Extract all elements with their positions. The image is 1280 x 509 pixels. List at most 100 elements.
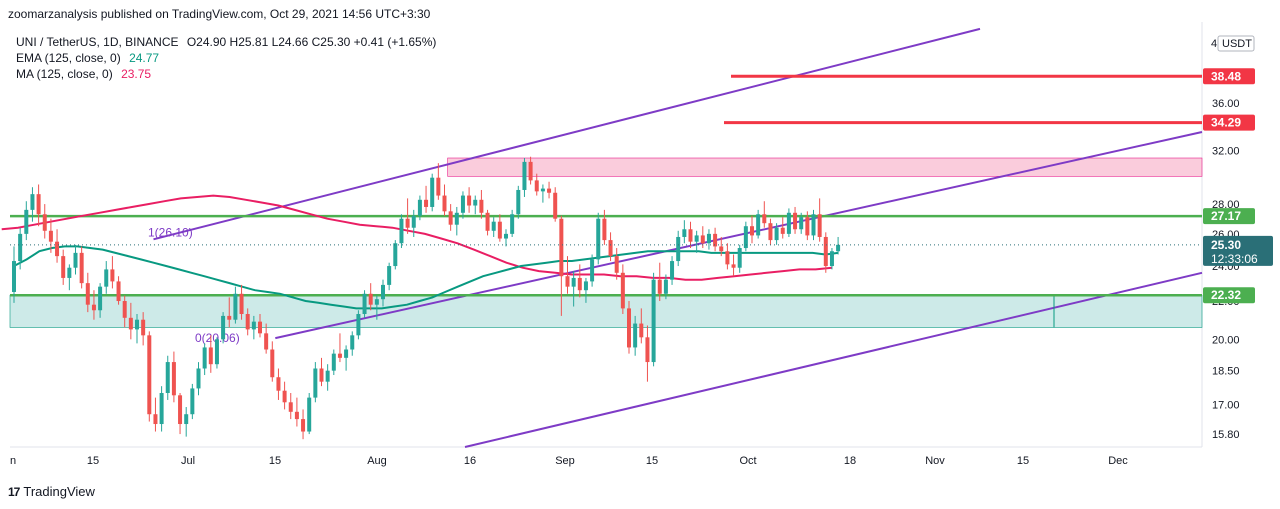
demand-zone[interactable] — [9, 294, 1203, 328]
candle[interactable] — [627, 308, 631, 348]
candle[interactable] — [85, 283, 90, 305]
candle[interactable] — [836, 244, 841, 252]
candle[interactable] — [153, 414, 158, 425]
candle[interactable] — [356, 314, 361, 336]
candle[interactable] — [750, 226, 754, 236]
candle[interactable] — [24, 209, 29, 234]
candle[interactable] — [239, 293, 244, 315]
candle[interactable] — [786, 212, 791, 234]
candle[interactable] — [799, 217, 804, 230]
brand-name[interactable]: TradingView — [23, 484, 95, 499]
candle[interactable] — [756, 214, 761, 236]
candle[interactable] — [12, 261, 16, 292]
candle[interactable] — [184, 414, 189, 425]
candle[interactable] — [319, 368, 324, 382]
candle[interactable] — [196, 368, 201, 389]
candle[interactable] — [221, 315, 226, 340]
candle[interactable] — [331, 353, 336, 371]
candle[interactable] — [719, 246, 724, 252]
candle[interactable] — [42, 214, 47, 231]
candle[interactable] — [55, 241, 60, 257]
candle[interactable] — [344, 349, 349, 358]
candle[interactable] — [448, 211, 453, 225]
candle[interactable] — [362, 293, 367, 315]
candle[interactable] — [540, 188, 545, 192]
candle[interactable] — [79, 252, 84, 284]
candle[interactable] — [387, 266, 392, 285]
candle[interactable] — [793, 212, 798, 230]
candle[interactable] — [165, 362, 170, 393]
candle[interactable] — [608, 240, 613, 257]
candle[interactable] — [227, 315, 232, 320]
ema-line[interactable] — [13, 245, 839, 310]
candle[interactable] — [614, 256, 619, 273]
last-price-tag[interactable] — [1203, 235, 1273, 266]
candle[interactable] — [547, 188, 552, 193]
candle[interactable] — [743, 226, 748, 249]
candle[interactable] — [325, 370, 330, 382]
candle[interactable] — [116, 281, 121, 302]
candle[interactable] — [270, 349, 275, 378]
candle[interactable] — [128, 317, 133, 330]
ma-row[interactable]: MA (125, close, 0) 23.75 — [16, 66, 436, 82]
candle[interactable] — [473, 199, 478, 206]
price-tag-38.48[interactable] — [1203, 68, 1255, 85]
candle[interactable] — [454, 212, 459, 225]
candle[interactable] — [682, 229, 687, 237]
candle[interactable] — [811, 214, 816, 236]
candle[interactable] — [202, 347, 207, 369]
candle[interactable] — [645, 337, 650, 363]
candle[interactable] — [301, 419, 306, 432]
candle[interactable] — [491, 221, 496, 231]
channel-lower-line[interactable] — [464, 271, 1203, 448]
candle[interactable] — [700, 235, 705, 244]
candle[interactable] — [528, 161, 533, 181]
candle[interactable] — [307, 397, 312, 432]
candle[interactable] — [731, 264, 736, 268]
price-tag-22.32[interactable] — [1203, 287, 1255, 304]
candle[interactable] — [762, 214, 767, 224]
candle[interactable] — [559, 218, 564, 277]
candle[interactable] — [110, 269, 115, 282]
candle[interactable] — [381, 284, 385, 300]
candle[interactable] — [774, 227, 779, 241]
candle[interactable] — [663, 279, 668, 294]
candle[interactable] — [768, 223, 773, 241]
price-tag-27.17[interactable] — [1203, 208, 1255, 225]
candle[interactable] — [639, 323, 644, 338]
symbol-label[interactable]: UNI / TetherUS, 1D, BINANCE — [16, 35, 179, 49]
candle[interactable] — [399, 218, 404, 244]
candle[interactable] — [258, 321, 262, 334]
candle[interactable] — [159, 392, 164, 425]
candle[interactable] — [713, 233, 718, 247]
ema-row[interactable]: EMA (125, close, 0) 24.77 — [16, 50, 436, 66]
candle[interactable] — [424, 199, 429, 207]
candle[interactable] — [98, 286, 103, 311]
candle[interactable] — [73, 252, 78, 268]
candle[interactable] — [805, 217, 810, 236]
candle[interactable] — [405, 218, 410, 228]
candle[interactable] — [288, 402, 293, 412]
candle[interactable] — [417, 199, 422, 216]
candle[interactable] — [251, 321, 256, 330]
candle[interactable] — [534, 180, 539, 192]
candle[interactable] — [620, 272, 625, 309]
candle[interactable] — [294, 411, 299, 420]
candle[interactable] — [190, 388, 195, 415]
candle[interactable] — [178, 395, 183, 425]
candle[interactable] — [442, 195, 447, 212]
candle[interactable] — [583, 281, 588, 291]
candle[interactable] — [436, 177, 441, 196]
candle[interactable] — [368, 293, 373, 305]
ma-line[interactable] — [1, 194, 833, 281]
candle[interactable] — [467, 195, 472, 206]
candle[interactable] — [460, 195, 465, 213]
candle[interactable] — [208, 347, 213, 365]
candle[interactable] — [829, 251, 834, 267]
candle[interactable] — [817, 214, 822, 237]
candle[interactable] — [91, 304, 96, 311]
candle[interactable] — [214, 339, 219, 365]
candle[interactable] — [504, 233, 508, 239]
candle[interactable] — [374, 299, 379, 305]
